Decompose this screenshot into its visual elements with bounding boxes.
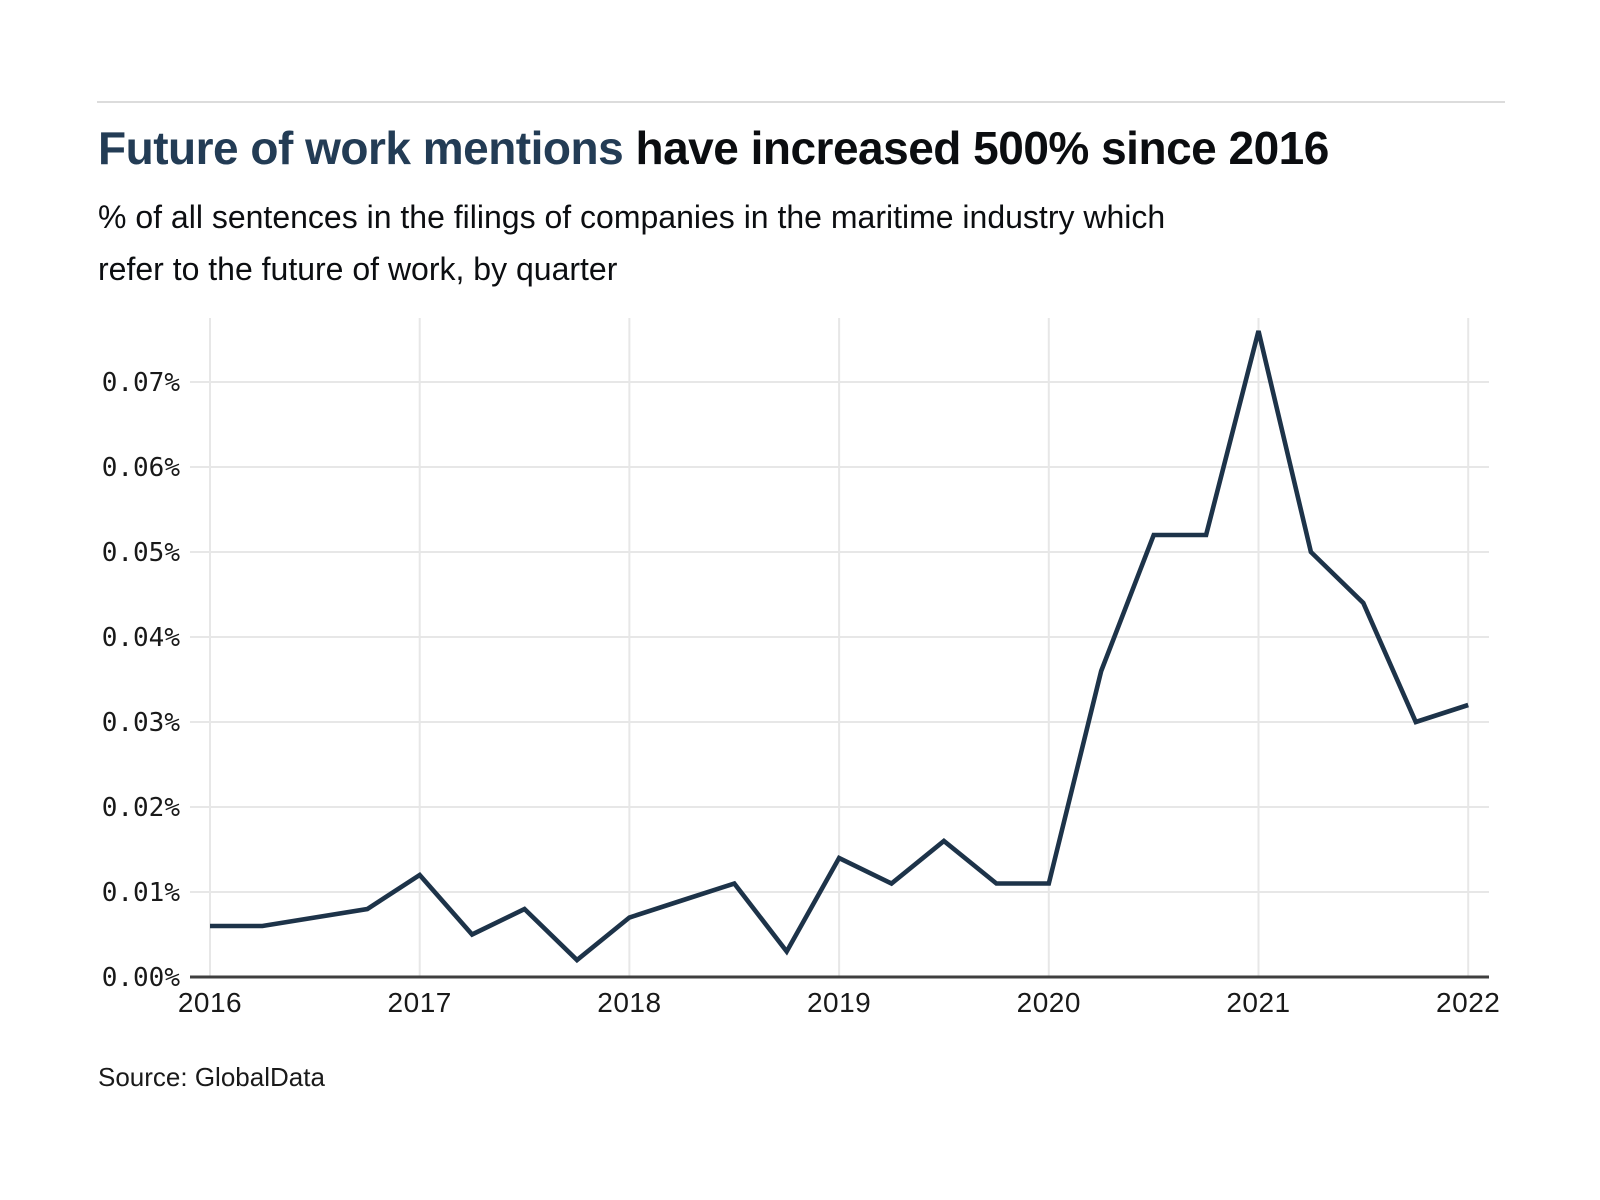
x-tick-label: 2016 <box>178 987 242 1018</box>
chart-subtitle: % of all sentences in the filings of com… <box>98 191 1518 295</box>
y-tick-label: 0.00% <box>102 963 181 993</box>
top-divider <box>97 101 1505 103</box>
y-tick-label: 0.04% <box>102 623 181 653</box>
y-tick-label: 0.06% <box>102 453 181 483</box>
y-tick-label: 0.01% <box>102 878 181 908</box>
y-tick-label: 0.05% <box>102 538 181 568</box>
x-tick-label: 2021 <box>1226 987 1290 1018</box>
x-tick-label: 2017 <box>388 987 452 1018</box>
subtitle-line-1: % of all sentences in the filings of com… <box>98 199 1166 235</box>
data-series-line <box>210 330 1469 964</box>
y-tick-label: 0.03% <box>102 708 181 738</box>
x-tick-label: 2020 <box>1017 987 1081 1018</box>
x-tick-label: 2018 <box>597 987 661 1018</box>
x-tick-label: 2022 <box>1436 987 1500 1018</box>
subtitle-line-2: refer to the future of work, by quarter <box>98 251 618 287</box>
page-title: Future of work mentions have increased 5… <box>98 124 1518 172</box>
x-tick-label: 2019 <box>807 987 871 1018</box>
y-tick-label: 0.02% <box>102 793 181 823</box>
title-highlight: Future of work mentions <box>98 122 624 174</box>
source-credit: Source: GlobalData <box>98 1062 325 1092</box>
y-tick-label: 0.07% <box>102 368 181 398</box>
title-rest: have increased 500% since 2016 <box>623 122 1329 174</box>
